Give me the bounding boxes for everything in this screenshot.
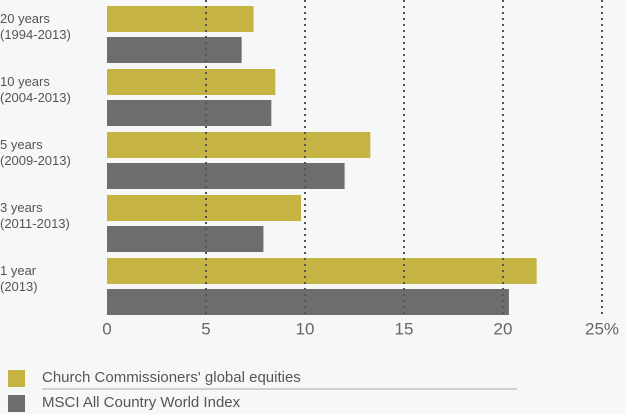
x-tick-label: 5 <box>201 319 210 338</box>
bar <box>107 37 242 63</box>
bar <box>107 258 537 284</box>
category-label: 10 years (2004-2013) <box>0 74 71 105</box>
legend-label: MSCI All Country World Index <box>42 394 241 411</box>
bar <box>107 69 276 95</box>
x-tick-label: 20 <box>494 319 513 338</box>
category-label: 1 year (2013) <box>0 263 38 294</box>
legend-label: Church Commissioners' global equities <box>42 369 301 386</box>
bar <box>107 226 264 252</box>
legend-swatch <box>8 370 25 387</box>
category-label: 5 years (2009-2013) <box>0 137 71 168</box>
x-tick-label: 25% <box>585 319 619 338</box>
bar <box>107 100 272 126</box>
x-tick-label: 0 <box>102 319 111 338</box>
bar <box>107 163 345 189</box>
category-label: 3 years (2011-2013) <box>0 200 70 231</box>
bar <box>107 6 254 32</box>
x-tick-label: 15 <box>395 319 414 338</box>
category-label: 20 years (1994-2013) <box>0 11 71 42</box>
legend-swatch <box>8 395 25 412</box>
x-tick-label: 10 <box>296 319 315 338</box>
bar <box>107 132 371 158</box>
bar <box>107 195 302 221</box>
bar <box>107 289 509 315</box>
